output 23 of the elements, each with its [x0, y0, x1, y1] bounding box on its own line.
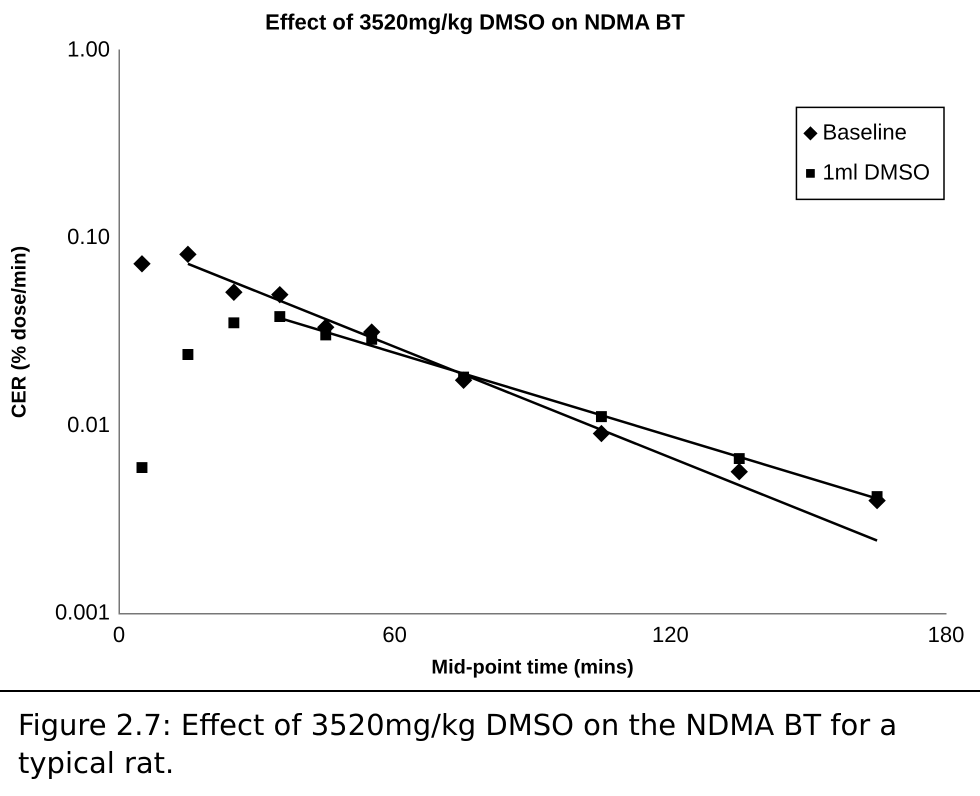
- point: [730, 463, 748, 480]
- point: [136, 462, 148, 473]
- x-tick-label: 180: [928, 622, 964, 647]
- point: [274, 311, 286, 322]
- chart-title: Effect of 3520mg/kg DMSO on NDMA BT: [265, 9, 686, 34]
- y-axis-title: CER (% dose/min): [8, 246, 31, 418]
- point: [179, 246, 196, 263]
- x-axis-title: Mid-point time (mins): [431, 656, 634, 679]
- y-tick-label: 1.00: [67, 36, 110, 62]
- point: [228, 317, 240, 328]
- x-tick-label: 60: [382, 622, 407, 647]
- y-tick-label: 0.10: [67, 224, 110, 250]
- legend-label: Baseline: [822, 119, 907, 144]
- point: [271, 286, 288, 304]
- point: [182, 349, 194, 360]
- caption: Figure 2.7: Effect of 3520mg/kg DMSO on the NDMA BT for a typical rat.: [0, 690, 980, 782]
- point: [225, 284, 242, 301]
- x-tick-label: 120: [652, 622, 689, 647]
- x-tick-label: 0: [112, 622, 126, 647]
- y-tick-label: 0.001: [54, 600, 110, 625]
- legend-label: 1ml DMSO: [822, 159, 930, 184]
- y-tick-label: 0.01: [67, 412, 110, 437]
- point: [133, 255, 150, 272]
